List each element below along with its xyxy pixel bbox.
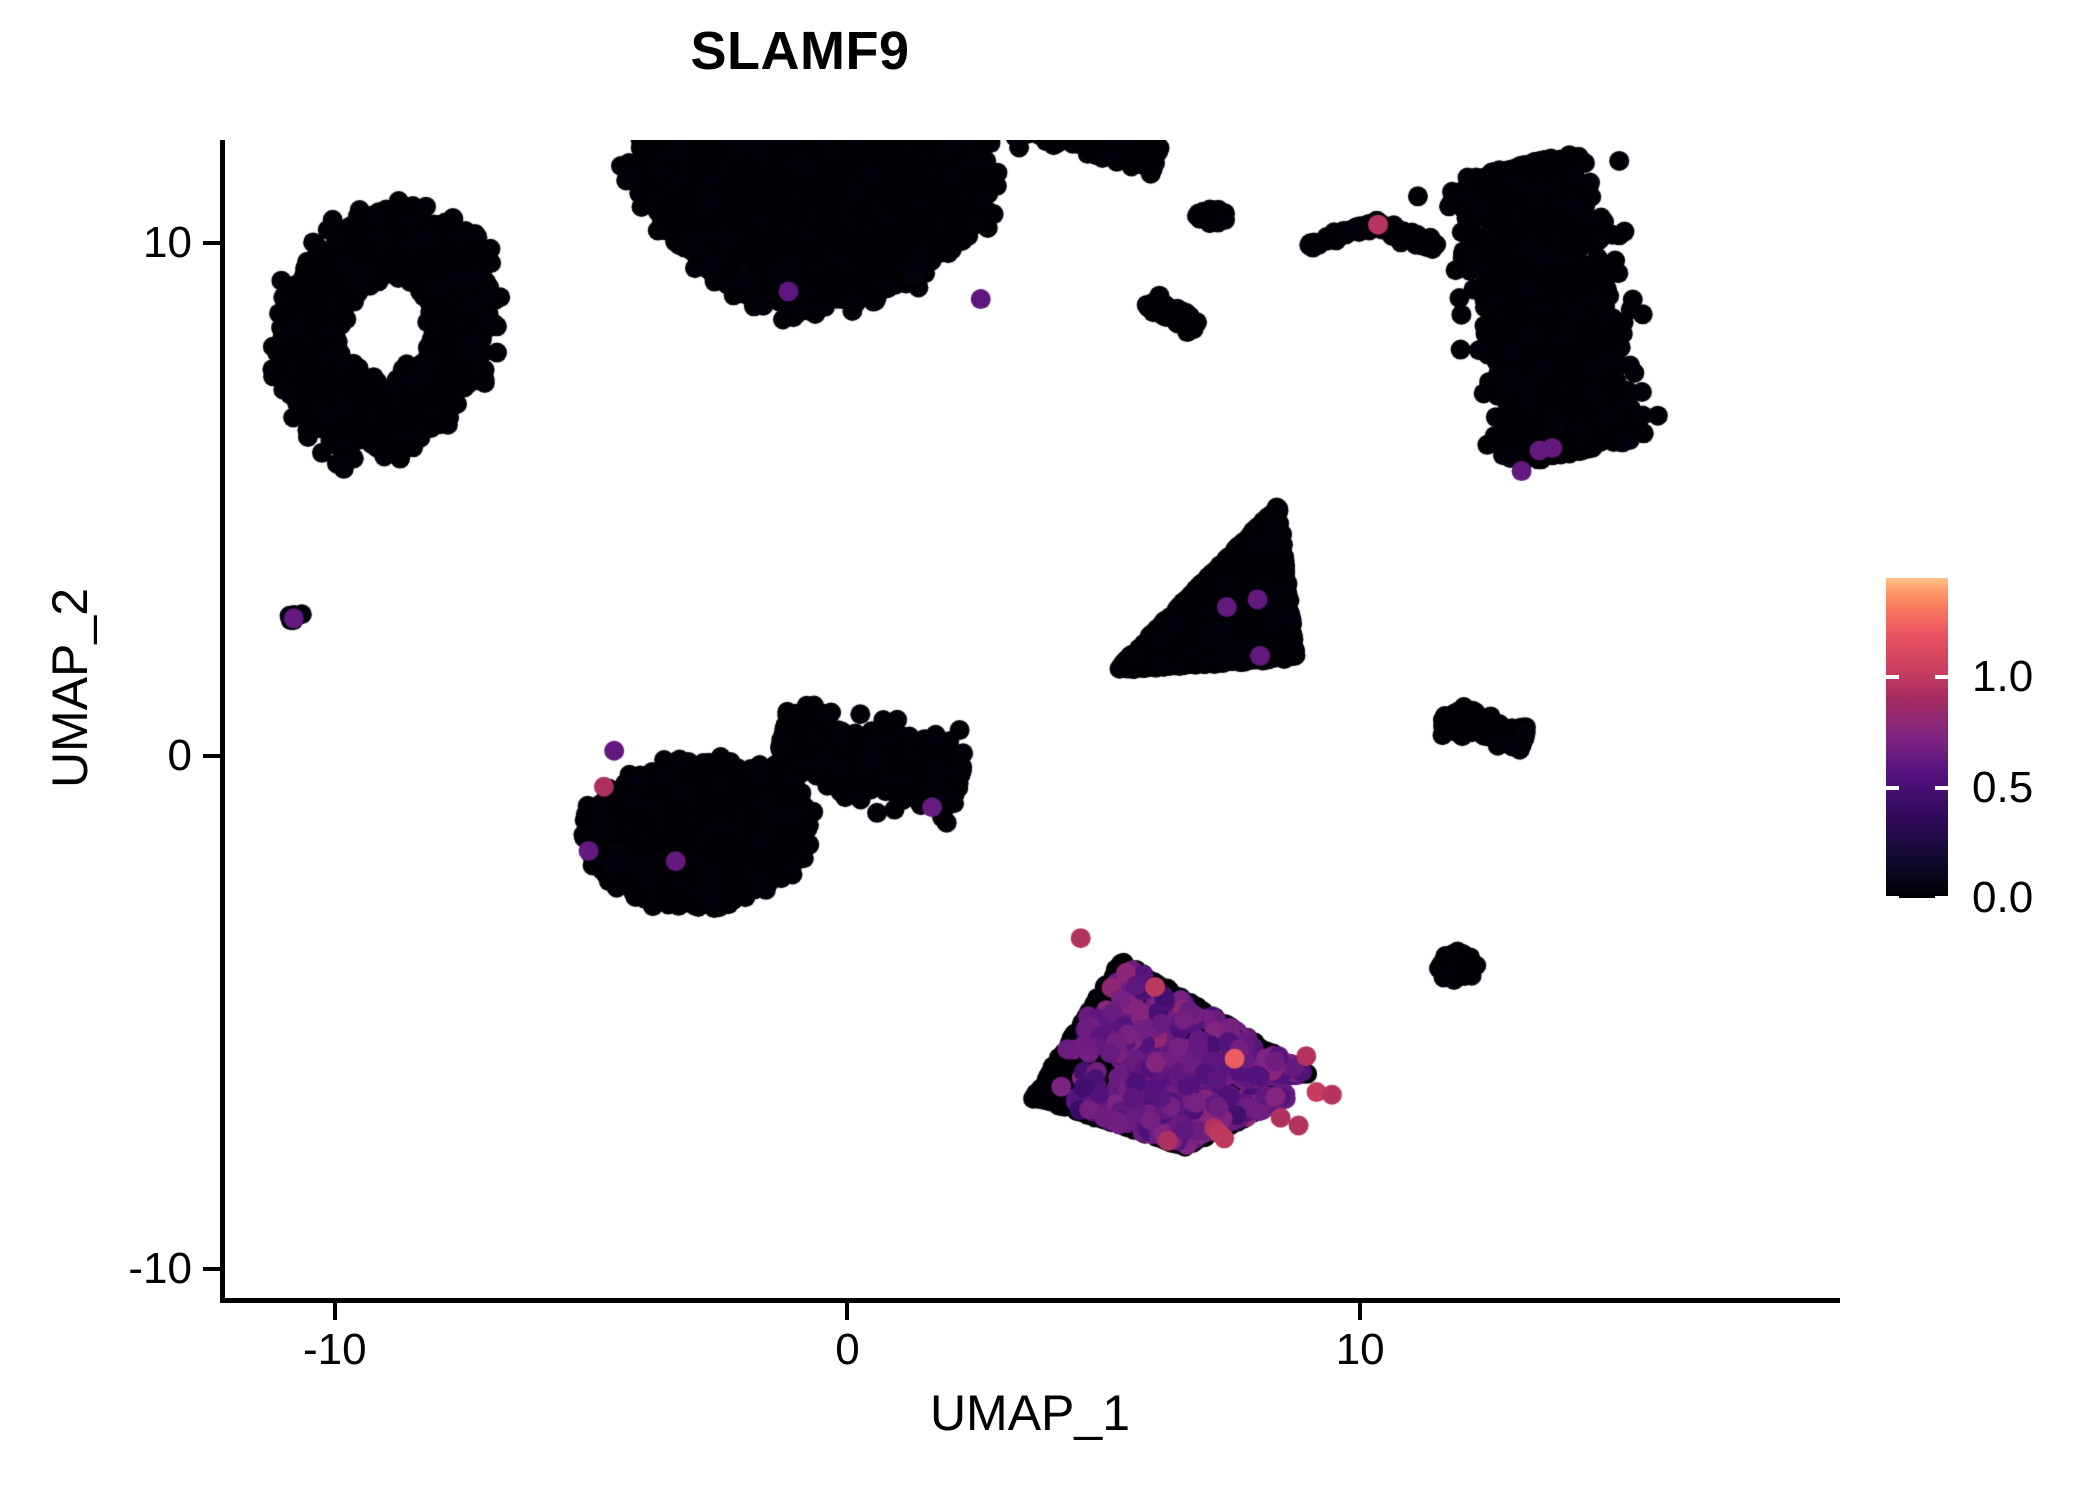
colorbar-tick-mark [1935,785,1948,790]
x-tick-mark [1358,1303,1363,1320]
y-axis-title: UMAP_2 [42,587,98,789]
colorbar-gradient [1886,578,1948,898]
x-tick-mark [845,1303,850,1320]
y-axis-line [220,140,225,1303]
x-tick-label: 10 [1335,1325,1385,1374]
y-tick-mark [203,1267,220,1272]
colorbar-tick-label: 0.0 [1972,873,2034,922]
colorbar-tick-mark [1935,896,1948,900]
colorbar-tick-mark [1886,896,1899,900]
y-tick-label: 10 [143,217,192,267]
y-tick-label: -10 [128,1244,192,1294]
colorbar-tick-mark [1886,675,1899,680]
x-axis-title: UMAP_1 [929,1385,1131,1441]
colorbar-tick-label: 1.0 [1972,652,2034,702]
y-tick-mark [203,240,220,245]
x-axis-line [220,1298,1840,1303]
colorbar-tick-mark [1886,785,1899,790]
x-tick-label: -10 [302,1325,367,1374]
page-title: SLAMF9 [690,21,910,81]
y-tick-mark [203,753,220,758]
x-tick-mark [332,1303,337,1320]
x-tick-label: 0 [835,1325,860,1374]
y-tick-label: 0 [167,730,192,780]
colorbar-tick-label: 0.5 [1972,762,2034,812]
scatter-plot-canvas [222,140,1842,1300]
colorbar-tick-mark [1935,675,1948,680]
